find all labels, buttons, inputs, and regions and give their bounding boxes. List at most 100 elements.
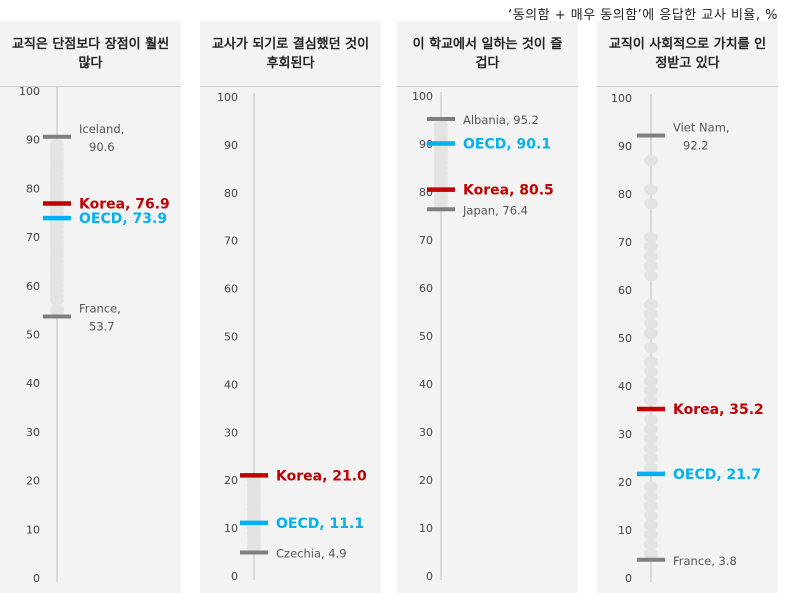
country-dot [644,154,658,166]
marker-label: OECD, 90.1 [463,137,551,153]
country-dot [644,548,658,560]
country-dot [644,529,658,541]
marker-label: Korea, 35.2 [673,402,764,418]
country-dot [644,433,658,445]
y-tick-label: 70 [419,234,433,247]
y-tick-label: 50 [26,329,40,342]
y-tick-label: 0 [231,570,238,583]
y-tick-label: 40 [26,377,40,390]
country-dot [644,500,658,512]
chart-panel: 교사가 되기로 결심했던 것이 후회된다 0 10 20 30 40 50 60 70 80 90… [200,21,381,593]
country-dot [434,119,448,131]
y-tick-label: 30 [26,426,40,439]
panel-title: 교사가 되기로 결심했던 것이 후회된다 [200,21,381,87]
y-tick-label: 0 [33,572,40,585]
country-dot [644,366,658,378]
y-tick-label: 10 [224,522,238,535]
y-tick-label: 20 [224,474,238,487]
y-tick-label: 90 [26,134,40,147]
y-tick-label: 30 [618,428,632,441]
marker-label: OECD, 11.1 [276,516,364,532]
country-dot [644,260,658,272]
marker-label: Viet Nam, [673,120,730,134]
y-tick-label: 70 [26,231,40,244]
panel-title: 교직이 사회적으로 가치를 인정받고 있다 [597,21,778,87]
country-dot [644,462,658,474]
y-tick-label: 10 [26,523,40,536]
country-dot [644,452,658,464]
y-tick-label: 80 [224,187,238,200]
y-tick-label: 80 [618,188,632,201]
chart-panel: 교직이 사회적으로 가치를 인정받고 있다 0 10 20 30 40 50 60 70 80 9… [597,21,778,593]
y-tick-label: 60 [26,280,40,293]
y-tick-label: 100 [412,90,433,103]
y-tick-label: 10 [618,524,632,537]
chart-svg: 0 10 20 30 40 50 60 70 80 90 100 Korea, 21.0 OECD, 1… [217,91,367,583]
y-tick-label: 30 [224,426,238,439]
country-dot [644,414,658,426]
country-dot [644,538,658,550]
country-dot [644,327,658,339]
marker-value-label: 90.6 [89,140,115,154]
y-tick-label: 100 [217,91,238,104]
y-tick-label: 50 [419,330,433,343]
y-tick-label: 0 [426,570,433,583]
marker-label: Iceland, [79,122,124,136]
marker-label: Korea, 76.9 [79,196,170,212]
country-dot [644,490,658,502]
country-dot [644,308,658,320]
y-tick-label: 10 [419,522,433,535]
y-tick-label: 70 [224,235,238,248]
marker-value-label: 92.2 [683,138,709,152]
country-dot [644,356,658,368]
country-dot [644,318,658,330]
marker-label: Czechia, 4.9 [276,547,347,561]
marker-label: Japan, 76.4 [462,203,528,217]
y-tick-label: 70 [618,236,632,249]
country-dot [50,139,64,151]
marker-label: France, [79,301,121,315]
y-tick-label: 20 [618,476,632,489]
y-tick-label: 60 [224,283,238,296]
y-tick-label: 100 [19,85,40,98]
country-dot [644,375,658,387]
y-tick-label: 50 [618,332,632,345]
y-tick-label: 90 [224,139,238,152]
chart-panel: 교직은 단점보다 장점이 훨씬 많다 0 10 20 30 40 50 60 70 80 90 10… [0,21,181,593]
country-dot [644,423,658,435]
panel-title: 교직은 단점보다 장점이 훨씬 많다 [0,21,181,87]
marker-label: OECD, 21.7 [673,467,761,483]
y-tick-label: 80 [26,182,40,195]
y-tick-label: 50 [224,331,238,344]
marker-label: Albania, 95.2 [463,113,539,127]
country-dot [644,510,658,522]
marker-label: France, 3.8 [673,554,737,568]
country-dot [644,394,658,406]
marker-label: Korea, 21.0 [276,468,367,484]
y-tick-label: 90 [618,140,632,153]
y-tick-label: 40 [618,380,632,393]
marker-label: Korea, 80.5 [463,183,554,199]
y-tick-label: 90 [419,138,433,151]
y-tick-label: 20 [26,475,40,488]
country-dot [644,342,658,354]
chart-footnote: ‘동의함 + 매우 동의함’에 응답한 교사 비율, % [508,8,778,23]
country-dot [644,385,658,397]
panel-title: 이 학교에서 일하는 것이 즐겁다 [397,21,578,87]
y-tick-label: 20 [419,474,433,487]
country-dot [644,298,658,310]
country-dot [50,304,64,316]
y-tick-label: 0 [625,572,632,585]
country-dot [644,231,658,243]
marker-value-label: 53.7 [89,319,115,333]
country-dot [644,519,658,531]
y-tick-label: 100 [611,92,632,105]
country-dot [644,250,658,262]
y-tick-label: 60 [618,284,632,297]
chart-svg: 0 10 20 30 40 50 60 70 80 90 100 Iceland, 90.6 Korea,… [19,85,170,585]
y-tick-label: 30 [419,426,433,439]
chart-svg: 0 10 20 30 40 50 60 70 80 90 100 Viet Nam, 92.2 Korea… [611,92,764,585]
marker-label: OECD, 73.9 [79,211,167,227]
y-tick-label: 40 [224,378,238,391]
